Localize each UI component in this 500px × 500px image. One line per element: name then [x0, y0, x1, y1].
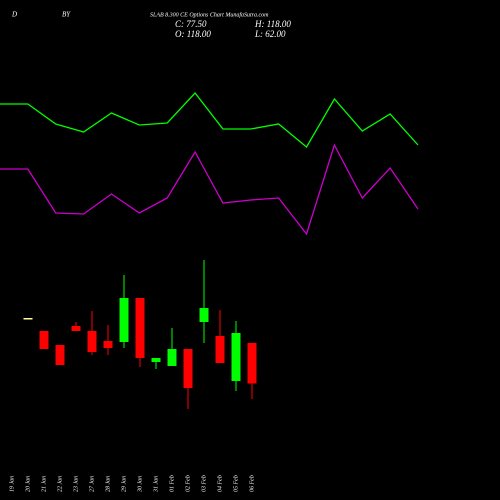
x-tick-label: 19 Jan	[9, 476, 15, 492]
chart-title: SLAB 8.300 CE Options Chart MunafaSutra.…	[150, 11, 269, 18]
x-tick-label: 23 Jan	[73, 476, 79, 492]
x-tick-label: 31 Jan	[153, 476, 159, 493]
candle-body	[119, 298, 129, 342]
header-mid: BY	[62, 11, 71, 19]
candle-body	[87, 331, 97, 352]
indicator-line	[0, 143, 419, 236]
open-label: O: 118.00	[175, 29, 211, 39]
low-label: L: 62.00	[254, 29, 286, 39]
header-left: D	[11, 11, 17, 19]
candle-body	[151, 358, 161, 362]
candle-body	[215, 336, 225, 363]
close-label: C: 77.50	[175, 19, 207, 29]
x-tick-label: 30 Jan	[137, 476, 143, 493]
x-tick-label: 20 Jan	[25, 476, 31, 492]
candle-body	[135, 298, 145, 358]
x-tick-label: 29 Jan	[121, 476, 127, 492]
candle-body	[39, 331, 49, 349]
x-tick-label: 03 Feb	[201, 475, 207, 492]
candle-body	[71, 326, 81, 331]
candle-body	[247, 343, 257, 384]
x-tick-label: 02 Feb	[185, 475, 191, 492]
indicator-line	[0, 91, 419, 148]
candle-body	[183, 349, 193, 388]
x-tick-label: 05 Feb	[233, 475, 239, 492]
candle-body	[167, 349, 177, 366]
x-tick-label: 27 Jan	[89, 476, 95, 492]
x-tick-label: 22 Jan	[57, 476, 63, 492]
candle-body	[231, 333, 241, 381]
x-tick-label: 21 Jan	[41, 476, 47, 492]
candle-body	[55, 345, 65, 365]
high-label: H: 118.00	[254, 19, 291, 29]
x-tick-label: 01 Feb	[169, 475, 175, 492]
candle-body	[103, 341, 113, 348]
x-tick-label: 04 Feb	[216, 475, 223, 492]
x-tick-label: 06 Feb	[249, 475, 255, 492]
candle-body	[199, 308, 209, 322]
x-tick-label: 28 Jan	[105, 476, 111, 492]
candle-body	[23, 318, 33, 320]
